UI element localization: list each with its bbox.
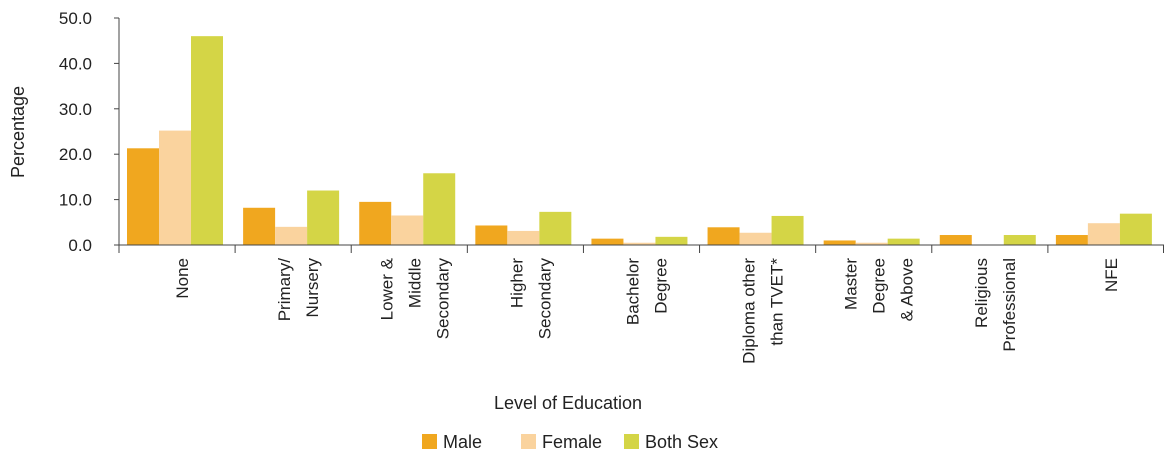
x-category-label-line: than TVET* xyxy=(768,258,787,346)
x-category-label-line: Middle xyxy=(405,258,424,308)
legend-item: Female xyxy=(521,432,602,452)
bar-male xyxy=(127,148,159,245)
bar-male xyxy=(359,201,392,245)
bar-both-sex xyxy=(1003,235,1036,245)
x-category-label-line: None xyxy=(173,258,192,299)
x-category-label: Bachelor Degree xyxy=(624,258,671,325)
x-category-label-line: Primary/ xyxy=(275,258,294,322)
bar-female xyxy=(855,242,888,245)
bar-female xyxy=(623,242,656,245)
x-category-label-line: Degree xyxy=(652,258,671,314)
bars xyxy=(127,36,1152,245)
legend: Male Female Both Sex xyxy=(422,432,718,452)
legend-swatch xyxy=(422,434,437,449)
x-category-label-line: Nursery xyxy=(303,258,322,318)
x-category-label-line: NFE xyxy=(1102,258,1121,292)
bar-male xyxy=(1055,235,1088,245)
bar-both-sex xyxy=(655,236,688,245)
x-category-label: Lower & Middle Secondary xyxy=(377,257,452,339)
bar-both-sex xyxy=(423,173,456,245)
x-category-label-line: & Above xyxy=(898,258,917,321)
x-category-label-line: Secondary xyxy=(535,258,554,340)
bar-female xyxy=(391,215,424,245)
bar-both-sex xyxy=(771,215,804,245)
x-category-label: NFE xyxy=(1102,258,1121,292)
y-tick-label: 40.0 xyxy=(59,54,92,73)
bar-male xyxy=(591,238,624,245)
legend-swatch xyxy=(521,434,536,449)
legend-label: Male xyxy=(443,432,482,452)
x-category-label: Higher Secondary xyxy=(507,258,554,340)
bar-male xyxy=(707,227,740,245)
x-axis-ticks xyxy=(118,245,1164,253)
bar-male xyxy=(475,225,508,245)
x-category-label: Diploma other than TVET* xyxy=(740,258,787,364)
x-category-label-line: Lower & xyxy=(377,257,396,320)
bar-both-sex xyxy=(887,238,920,245)
x-category-label-line: Secondary xyxy=(433,258,452,340)
bar-female xyxy=(275,226,308,245)
bar-male xyxy=(939,235,972,245)
bar-both-sex xyxy=(1119,213,1152,245)
bar-female xyxy=(159,130,191,245)
x-category-label-line: Higher xyxy=(507,258,526,308)
legend-item: Both Sex xyxy=(624,432,718,452)
bar-both-sex xyxy=(191,36,223,245)
bar-female xyxy=(507,230,540,245)
bar-female xyxy=(1087,223,1120,245)
x-category-label-line: Religious xyxy=(972,258,991,328)
x-category-label: None xyxy=(173,258,192,299)
x-axis-category-labels: None Primary/Nursery Lower & Middle Secondar… xyxy=(173,257,1121,363)
y-tick-label: 10.0 xyxy=(59,191,92,210)
y-axis-title: Percentage xyxy=(8,86,28,178)
bar-male xyxy=(243,207,276,245)
x-category-label: Religious Professional xyxy=(972,258,1019,352)
bar-both-sex xyxy=(307,190,340,245)
bar-female xyxy=(739,232,772,245)
x-category-label-line: Professional xyxy=(1000,258,1019,352)
y-tick-label: 20.0 xyxy=(59,145,92,164)
legend-label: Both Sex xyxy=(645,432,718,452)
x-category-label-line: Diploma other xyxy=(740,258,759,364)
y-tick-label: 30.0 xyxy=(59,100,92,119)
y-tick-label: 0.0 xyxy=(68,236,92,255)
legend-label: Female xyxy=(542,432,602,452)
y-axis-ticks: 0.0 10.0 20.0 30.0 40.0 50.0 xyxy=(59,9,119,255)
y-tick-label: 50.0 xyxy=(59,9,92,28)
x-category-label-line: Bachelor xyxy=(624,258,643,325)
bar-male xyxy=(823,240,856,245)
x-axis-title: Level of Education xyxy=(494,393,642,413)
x-category-label-line: Degree xyxy=(870,258,889,314)
bar-both-sex xyxy=(539,211,572,245)
x-category-label-line: Master xyxy=(842,258,861,310)
legend-item: Male xyxy=(422,432,482,452)
x-category-label: Primary/Nursery xyxy=(275,258,322,322)
legend-swatch xyxy=(624,434,639,449)
x-category-label: Master Degree & Above xyxy=(842,258,917,322)
